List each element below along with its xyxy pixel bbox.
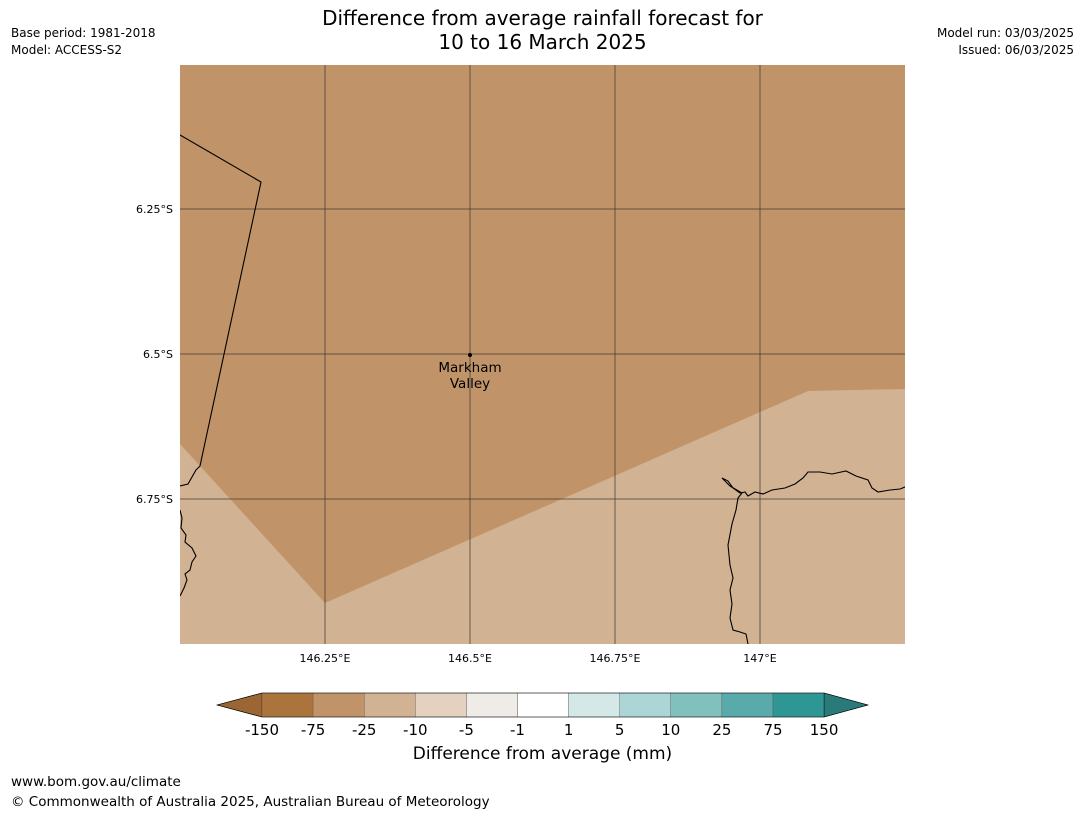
colorbar-tick-label: 25 — [712, 721, 731, 739]
base-period: Base period: 1981-2018 — [11, 26, 156, 40]
copyright-notice: © Commonwealth of Australia 2025, Austra… — [11, 794, 490, 810]
graticule — [180, 65, 905, 644]
lon-label-147: 147°E — [743, 652, 776, 665]
coastline-west — [180, 509, 197, 597]
colorbar-title: Difference from average (mm) — [412, 744, 673, 764]
colorbar-tick-label: 10 — [661, 721, 680, 739]
province-boundary — [180, 134, 262, 487]
title-line-1: Difference from average rainfall forecas… — [322, 6, 763, 30]
colorbar-segment — [517, 692, 569, 718]
place-label-line-2: Valley — [450, 376, 490, 392]
colorbar-segment — [415, 692, 467, 718]
lat-label-6-75: 6.75°S — [136, 493, 173, 506]
lon-label-146-75: 146.75°E — [590, 652, 641, 665]
title-line-2: 10 to 16 March 2025 — [438, 30, 647, 54]
website-link[interactable]: www.bom.gov.au/climate — [11, 774, 181, 790]
colorbar-segment — [364, 692, 416, 718]
colorbar-tick-label: -5 — [459, 721, 474, 739]
coastline-huon-gulf — [721, 470, 905, 644]
lat-label-6-25: 6.25°S — [136, 203, 173, 216]
model-name: Model: ACCESS-S2 — [11, 43, 123, 57]
rainfall-band-minus25-to-minus75 — [180, 65, 905, 603]
colorbar-segment — [670, 692, 723, 718]
colorbar-extend-high — [823, 692, 869, 718]
lon-label-146-25: 146.25°E — [300, 652, 351, 665]
map-title: Difference from average rainfall forecas… — [0, 6, 1085, 54]
colorbar-tick-label: 5 — [615, 721, 625, 739]
colorbar-segment — [466, 692, 518, 718]
map-area — [180, 65, 905, 644]
colorbar-segment — [721, 692, 774, 718]
place-label-line-1: Markham — [438, 360, 501, 376]
colorbar-segment — [312, 692, 365, 718]
colorbar-tick-label: 150 — [810, 721, 839, 739]
lon-label-146-5: 146.5°E — [448, 652, 492, 665]
colorbar-segment — [619, 692, 672, 718]
colorbar-tick-label: -10 — [403, 721, 428, 739]
colorbar-tick-label: 1 — [564, 721, 574, 739]
run-info: Model run: 03/03/2025 Issued: 06/03/2025 — [937, 25, 1074, 59]
boundaries — [180, 134, 905, 644]
colorbar-tick-label: 75 — [763, 721, 782, 739]
colorbar-tick-label: -1 — [510, 721, 525, 739]
colorbar-tick-label: -75 — [301, 721, 326, 739]
colorbar-segment — [568, 692, 620, 718]
location-marker — [468, 353, 472, 357]
colorbar-outline — [215, 692, 870, 718]
issued-date: Issued: 06/03/2025 — [958, 43, 1074, 57]
colorbar-tick-label: -25 — [352, 721, 377, 739]
colorbar-extend-low — [216, 692, 263, 718]
colorbar: -150 -75 -25 -10 -5 -1 1 5 10 25 75 150 — [215, 692, 870, 739]
colorbar-tick-label: -150 — [245, 721, 279, 739]
lat-label-6-5: 6.5°S — [143, 348, 173, 361]
colorbar-segment — [772, 692, 825, 718]
model-info: Base period: 1981-2018 Model: ACCESS-S2 — [11, 25, 156, 59]
model-run-date: Model run: 03/03/2025 — [936, 26, 1074, 40]
colorbar-segment — [261, 692, 314, 718]
